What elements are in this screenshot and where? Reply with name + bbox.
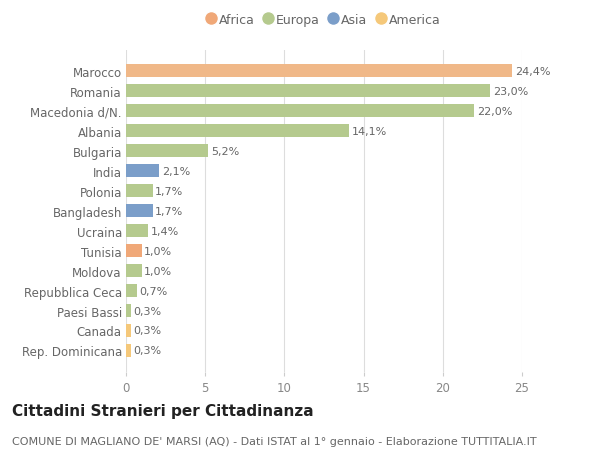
Bar <box>126 145 208 158</box>
Text: Cittadini Stranieri per Cittadinanza: Cittadini Stranieri per Cittadinanza <box>12 403 314 419</box>
Text: 0,3%: 0,3% <box>133 326 161 336</box>
Text: 1,7%: 1,7% <box>155 206 184 216</box>
Text: 24,4%: 24,4% <box>515 67 550 77</box>
Bar <box>126 185 153 198</box>
Bar <box>126 205 153 218</box>
Text: 2,1%: 2,1% <box>161 166 190 176</box>
Bar <box>126 245 142 257</box>
Text: 1,0%: 1,0% <box>144 246 172 256</box>
Bar <box>126 325 131 337</box>
Text: 14,1%: 14,1% <box>352 126 387 136</box>
Bar <box>126 304 131 317</box>
Text: 0,3%: 0,3% <box>133 306 161 316</box>
Bar <box>126 105 475 118</box>
Bar <box>126 344 131 357</box>
Text: 0,3%: 0,3% <box>133 346 161 356</box>
Legend: Africa, Europa, Asia, America: Africa, Europa, Asia, America <box>205 12 443 30</box>
Text: 23,0%: 23,0% <box>493 87 528 96</box>
Bar <box>126 165 159 178</box>
Bar <box>126 125 349 138</box>
Text: 5,2%: 5,2% <box>211 146 239 157</box>
Bar <box>126 224 148 238</box>
Text: 0,7%: 0,7% <box>139 286 168 296</box>
Text: 1,0%: 1,0% <box>144 266 172 276</box>
Bar <box>126 285 137 297</box>
Text: 1,4%: 1,4% <box>151 226 179 236</box>
Bar <box>126 65 512 78</box>
Text: COMUNE DI MAGLIANO DE' MARSI (AQ) - Dati ISTAT al 1° gennaio - Elaborazione TUTT: COMUNE DI MAGLIANO DE' MARSI (AQ) - Dati… <box>12 437 536 446</box>
Text: 1,7%: 1,7% <box>155 186 184 196</box>
Text: 22,0%: 22,0% <box>477 106 512 117</box>
Bar <box>126 264 142 277</box>
Bar <box>126 85 490 98</box>
